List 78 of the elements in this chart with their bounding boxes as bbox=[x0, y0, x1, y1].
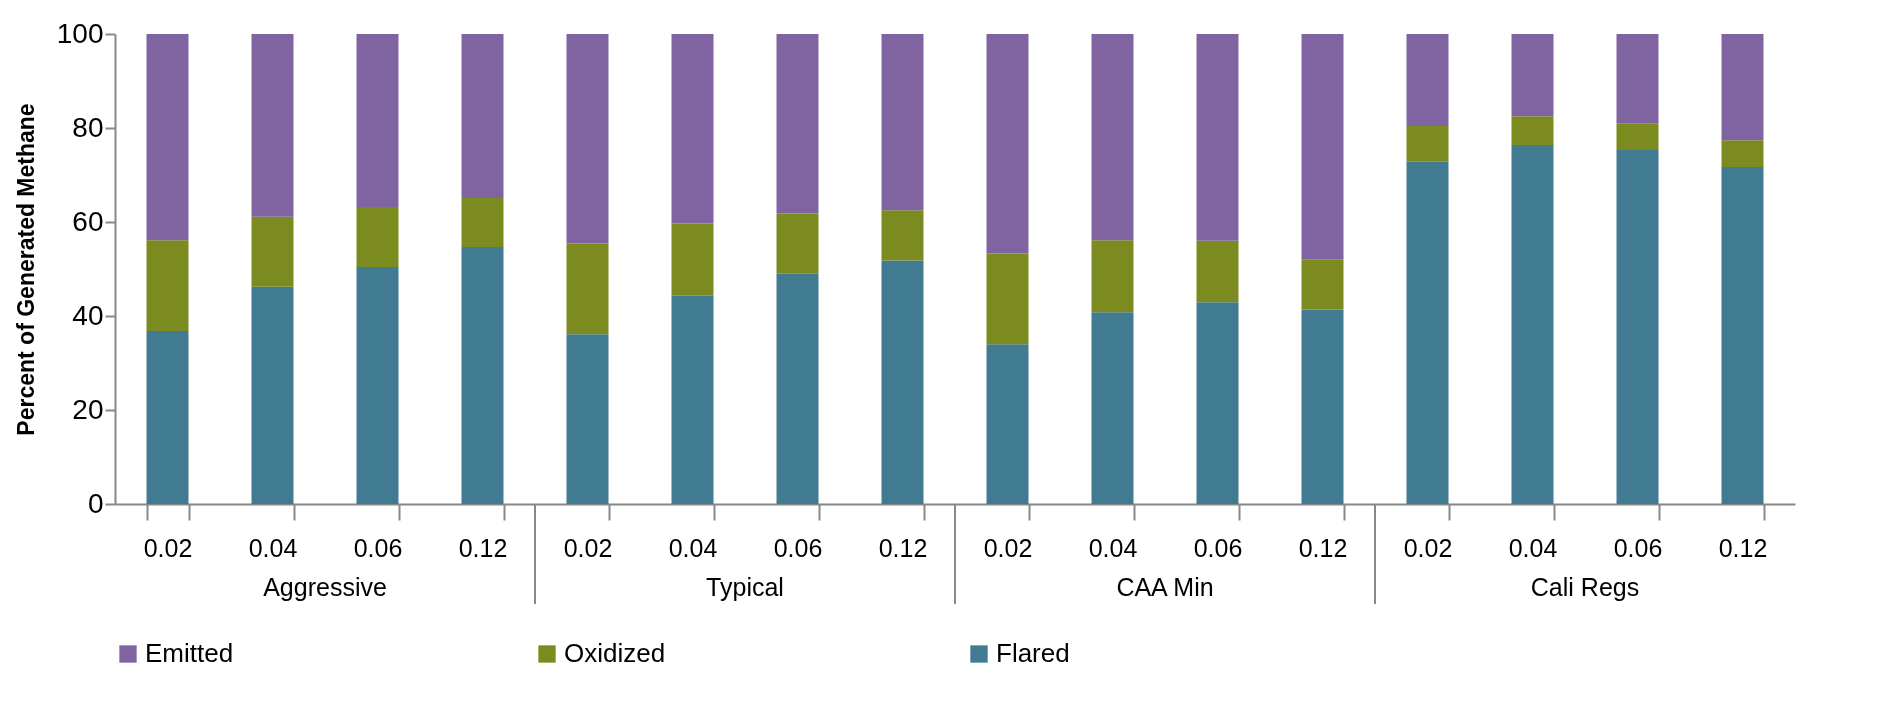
x-tick-label: 0.12 bbox=[1298, 533, 1348, 562]
bar bbox=[1301, 34, 1344, 260]
bar bbox=[1511, 144, 1554, 504]
y-tick-label: 20 bbox=[72, 393, 104, 425]
bar bbox=[1091, 240, 1134, 313]
bar bbox=[1196, 302, 1239, 504]
bar bbox=[671, 223, 714, 296]
bar bbox=[146, 240, 189, 332]
bar bbox=[1511, 116, 1554, 145]
bar bbox=[776, 273, 819, 504]
bar bbox=[671, 34, 714, 224]
bar bbox=[1406, 161, 1449, 504]
y-tick-label: 100 bbox=[56, 17, 104, 49]
bar bbox=[1721, 34, 1764, 141]
y-axis-title: Percent of Generated Methane bbox=[12, 103, 39, 436]
legend-label: Emitted bbox=[145, 638, 234, 668]
text: Aggressive bbox=[263, 573, 387, 601]
y-tick-label: 60 bbox=[72, 205, 104, 237]
bar bbox=[1721, 167, 1764, 504]
bar bbox=[356, 206, 399, 268]
x-tick-label: 0.06 bbox=[773, 533, 823, 562]
text: CAA Min bbox=[1116, 573, 1214, 601]
x-tick-label: 0.06 bbox=[1193, 533, 1243, 562]
x-tick-label: 0.12 bbox=[458, 533, 508, 562]
x-tick-label: 0.02 bbox=[563, 533, 613, 562]
x-tick-label: 0.02 bbox=[983, 533, 1033, 562]
text: Cali Regs bbox=[1530, 573, 1640, 601]
bar bbox=[356, 34, 399, 207]
bar bbox=[1511, 34, 1554, 117]
bar bbox=[1616, 123, 1659, 151]
bar bbox=[671, 295, 714, 504]
x-tick-label: 0.12 bbox=[1718, 533, 1768, 562]
x-tick-label: 0.12 bbox=[878, 533, 928, 562]
bar bbox=[356, 267, 399, 504]
bar bbox=[461, 246, 504, 504]
x-tick-label: 0.04 bbox=[248, 533, 298, 562]
text: Typical bbox=[706, 573, 784, 601]
x-tick-label: 0.04 bbox=[1508, 533, 1558, 562]
bar bbox=[146, 331, 189, 504]
bar bbox=[1406, 34, 1449, 127]
bar bbox=[1091, 34, 1134, 241]
bar bbox=[251, 34, 294, 217]
bar bbox=[1196, 34, 1239, 241]
bar bbox=[146, 34, 189, 241]
bar bbox=[251, 216, 294, 287]
bar bbox=[881, 34, 924, 211]
bar bbox=[986, 344, 1029, 504]
bar bbox=[776, 213, 819, 274]
bar bbox=[1301, 309, 1344, 504]
bar bbox=[1091, 312, 1134, 504]
legend-label: Oxidized bbox=[564, 638, 666, 668]
bar bbox=[1616, 150, 1659, 504]
bar bbox=[1406, 126, 1449, 162]
bar bbox=[461, 198, 504, 247]
x-tick-label: 0.02 bbox=[143, 533, 193, 562]
y-tick-label: 40 bbox=[72, 299, 104, 331]
bar bbox=[251, 286, 294, 504]
y-tick-label: 80 bbox=[72, 111, 104, 143]
x-tick-label: 0.06 bbox=[353, 533, 403, 562]
bar bbox=[1721, 140, 1764, 168]
x-tick-label: 0.06 bbox=[1613, 533, 1663, 562]
bar bbox=[986, 34, 1029, 254]
legend-label: Flared bbox=[996, 638, 1070, 668]
bar bbox=[776, 34, 819, 214]
bar bbox=[566, 243, 609, 335]
bar bbox=[566, 334, 609, 504]
bar bbox=[1301, 259, 1344, 310]
x-tick-label: 0.02 bbox=[1403, 533, 1453, 562]
bar bbox=[566, 34, 609, 244]
y-tick-label: 0 bbox=[87, 487, 104, 519]
x-tick-label: 0.04 bbox=[1088, 533, 1138, 562]
bar bbox=[1196, 240, 1239, 303]
bar bbox=[881, 260, 924, 504]
bar bbox=[881, 210, 924, 261]
bar bbox=[461, 34, 504, 199]
x-tick-label: 0.04 bbox=[668, 533, 718, 562]
bar bbox=[986, 253, 1029, 345]
bar bbox=[1616, 34, 1659, 124]
